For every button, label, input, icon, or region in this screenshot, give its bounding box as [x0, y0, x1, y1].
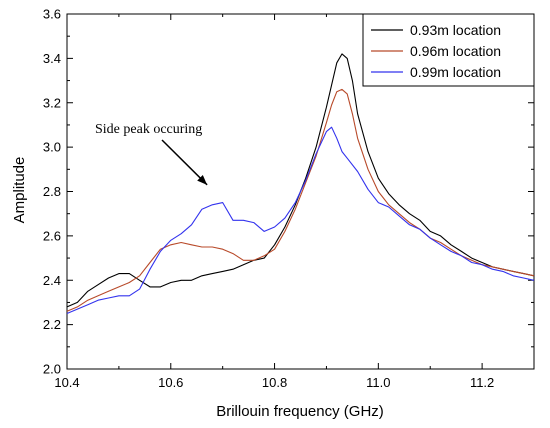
series-line-3 [66, 126, 535, 315]
annotation-arrowhead [197, 174, 208, 185]
annotation-text: Side peak occuring [95, 122, 202, 137]
y-tick-label: 2.4 [43, 273, 61, 288]
y-tick-label: 3.0 [43, 140, 61, 155]
y-tick-label: 2.0 [43, 362, 61, 377]
legend-box [362, 13, 535, 87]
series-line-1 [66, 53, 535, 308]
x-tick-label: 10.4 [54, 375, 79, 390]
y-tick-label: 2.6 [43, 228, 61, 243]
tick-labels: 10.4 10.6 10.8 11.0 11.2 2.0 2.2 2.4 2.6 2.8 3.0 3.… [43, 7, 494, 391]
series-layer [66, 53, 535, 315]
x-axis-label: Brillouin frequency (GHz) [216, 403, 384, 420]
y-axis-label: Amplitude [11, 157, 28, 224]
y-tick-label: 2.2 [43, 317, 61, 332]
x-tick-label: 10.8 [262, 375, 287, 390]
y-tick-label: 3.2 [43, 95, 61, 110]
series-line-2 [66, 88, 535, 312]
x-tick-label: 10.6 [158, 375, 183, 390]
legend-label-2: 0.96m location [410, 43, 501, 59]
legend-label-3: 0.99m location [410, 64, 501, 80]
y-tick-label: 3.6 [43, 7, 61, 22]
annotation-arrow [161, 139, 208, 186]
y-tick-label: 2.8 [43, 184, 61, 199]
legend-label-1: 0.93m location [410, 22, 501, 38]
x-tick-label: 11.0 [366, 375, 390, 390]
y-tick-label: 3.4 [43, 51, 61, 66]
legend: 0.93m location 0.96m location 0.99m locati… [362, 13, 535, 87]
x-tick-label: 11.2 [470, 375, 494, 390]
